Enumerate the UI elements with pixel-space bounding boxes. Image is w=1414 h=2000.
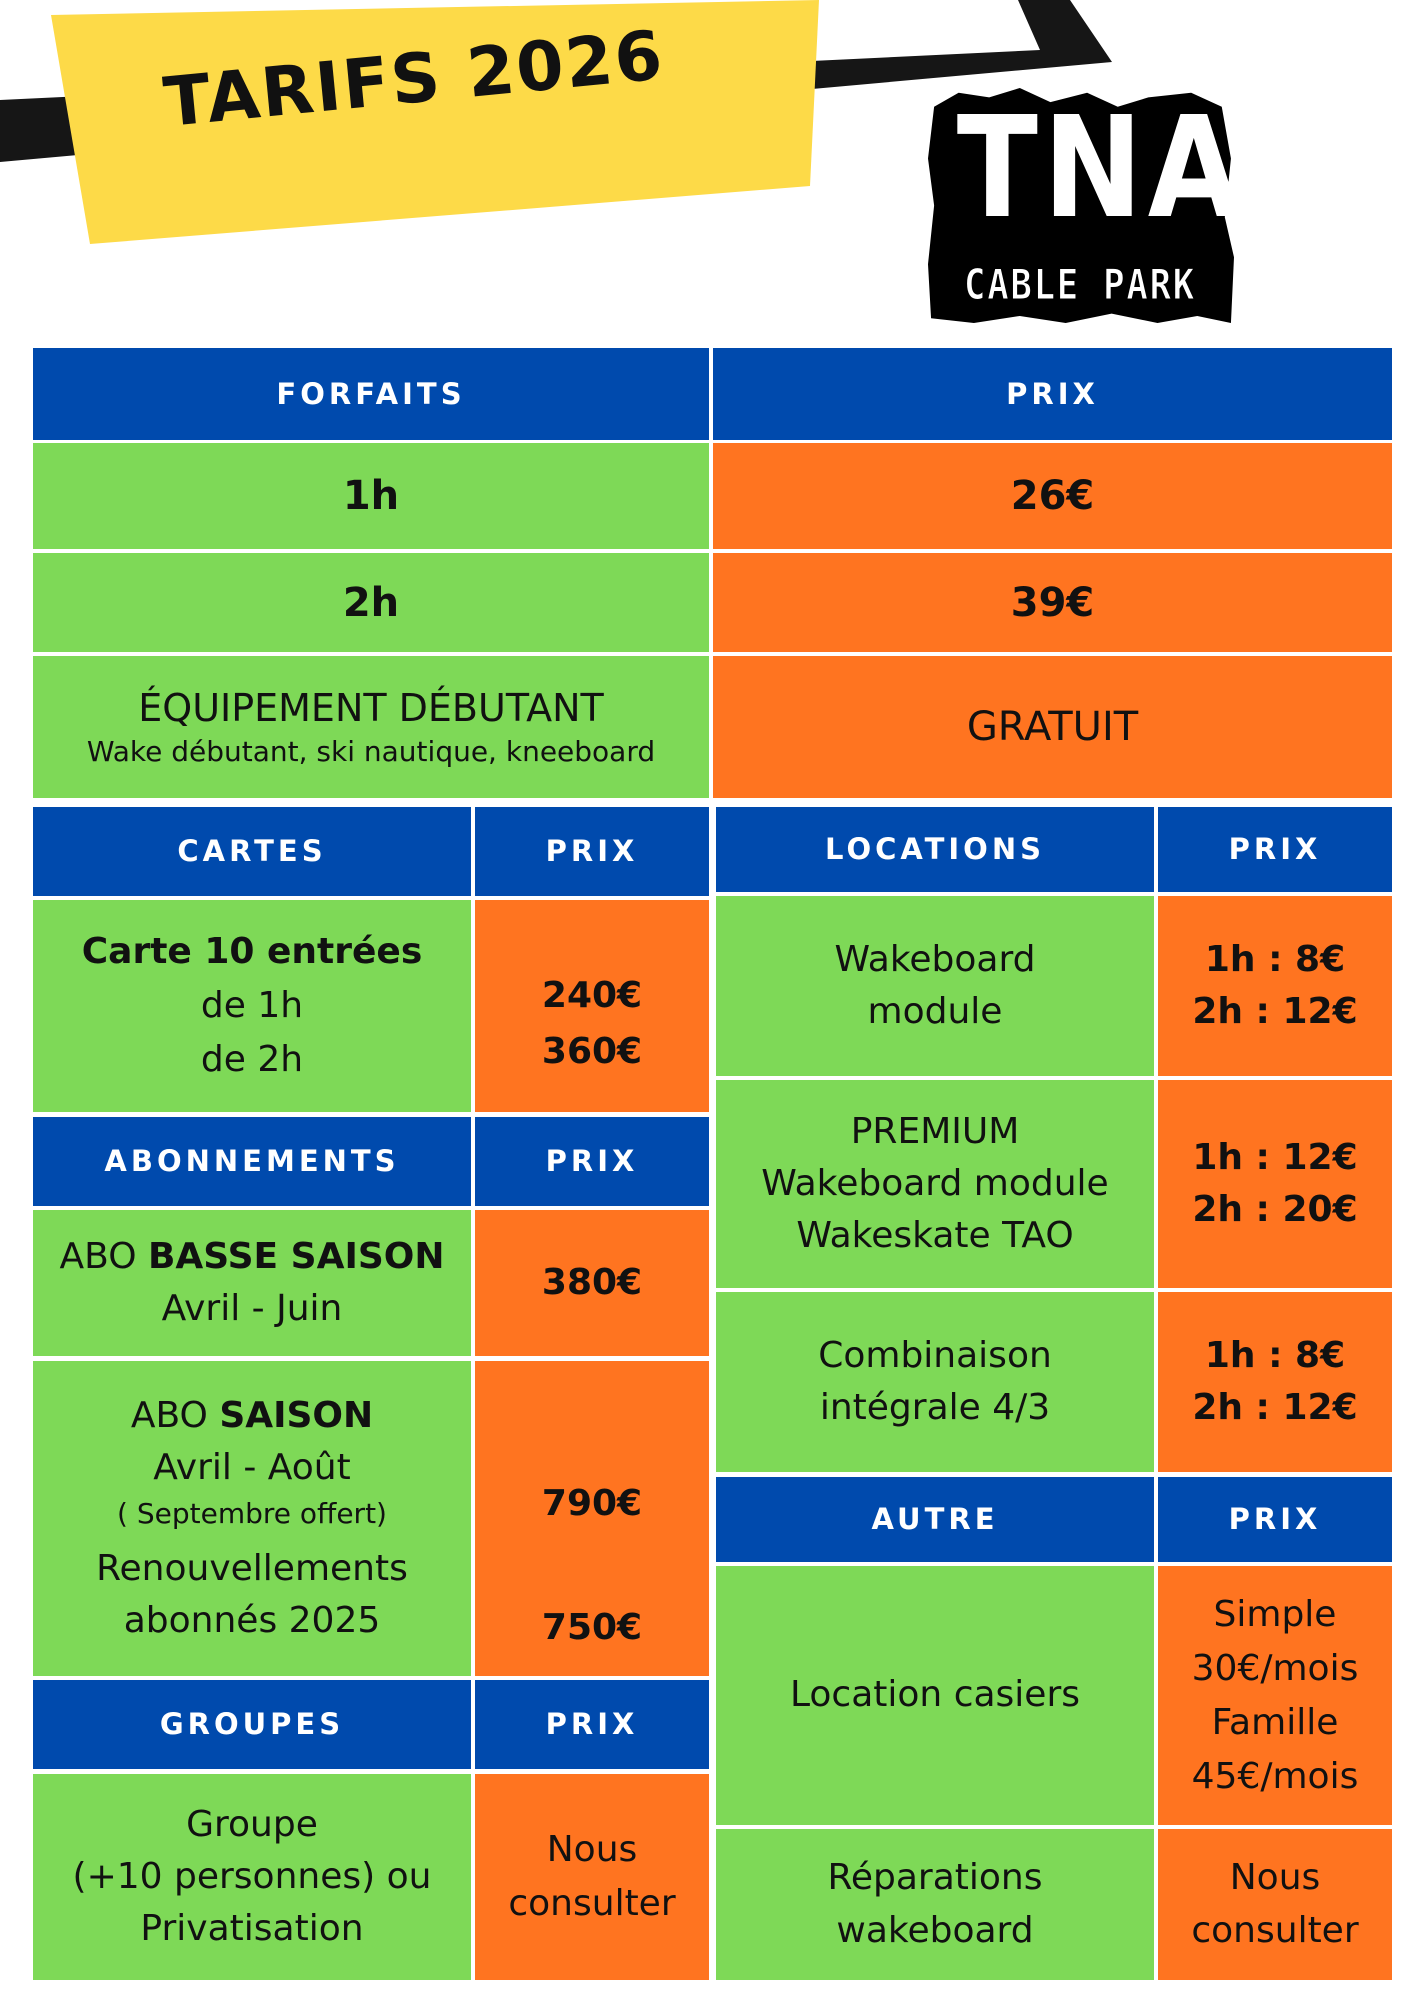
abo-basse-dates: Avril - Juin	[161, 1288, 343, 1329]
equipement-title: ÉQUIPEMENT DÉBUTANT	[138, 686, 604, 731]
abo-saison: ABO SAISON Avril - Août ( Septembre offe…	[33, 1361, 471, 1676]
equipement-sub: Wake débutant, ski nautique, kneeboard	[86, 734, 656, 768]
price-line: 2h : 12€	[1192, 1387, 1358, 1428]
abo-basse-price: 380€	[475, 1210, 709, 1356]
equipement-price: GRATUIT	[713, 656, 1392, 798]
reparations-price: Nous consulter	[1158, 1829, 1392, 1980]
price-line: Simple	[1213, 1593, 1337, 1635]
location-line: Wakeskate TAO	[796, 1215, 1074, 1257]
price-line: Nous	[546, 1829, 638, 1870]
locations-price-header: PRIX	[1158, 807, 1392, 892]
price-line: 2h : 12€	[1192, 991, 1358, 1032]
price-line: 2h : 20€	[1192, 1189, 1358, 1230]
abo-saison-title: ABO SAISON	[131, 1390, 373, 1442]
locations-header: LOCATIONS	[716, 807, 1154, 892]
location-premium: PREMIUM Wakeboard module Wakeskate TAO	[716, 1080, 1154, 1288]
location-combinaison-price: 1h : 8€ 2h : 12€	[1158, 1292, 1392, 1472]
price-line: Famille	[1211, 1701, 1339, 1743]
price-line: consulter	[508, 1883, 676, 1924]
groupes-price-header: PRIX	[475, 1680, 709, 1769]
location-combinaison: Combinaison intégrale 4/3	[716, 1292, 1154, 1472]
forfait-1h-price: 26€	[713, 443, 1392, 549]
forfait-equipement: ÉQUIPEMENT DÉBUTANT Wake débutant, ski n…	[33, 656, 709, 798]
abo-basse-bold: BASSE SAISON	[147, 1235, 445, 1277]
price-line: consulter	[1191, 1909, 1359, 1951]
cartes-header: CARTES	[33, 807, 471, 896]
abo-prefix: ABO	[59, 1235, 148, 1277]
groupes-description: Groupe (+10 personnes) ou Privatisation	[33, 1774, 471, 1980]
location-premium-price: 1h : 12€ 2h : 20€	[1158, 1080, 1392, 1288]
logo-cable-park: CABLE PARK	[964, 260, 1196, 310]
carte-prices: 240€ 360€	[475, 900, 709, 1112]
location-wakeboard-price: 1h : 8€ 2h : 12€	[1158, 896, 1392, 1076]
price-line: 1h : 12€	[1192, 1136, 1358, 1178]
carte-line-2h: de 2h	[200, 1039, 304, 1080]
abo-prefix: ABO	[130, 1394, 220, 1436]
carte-title: Carte 10 entrées	[81, 931, 423, 972]
forfait-1h: 1h	[33, 443, 709, 549]
forfait-2h: 2h	[33, 553, 709, 652]
location-line: PREMIUM	[850, 1110, 1020, 1152]
abo-saison-note: ( Septembre offert)	[117, 1497, 387, 1531]
reparations-line: Réparations	[827, 1857, 1043, 1899]
autre-price-header: PRIX	[1158, 1477, 1392, 1562]
abo-saison-bold: SAISON	[219, 1394, 374, 1436]
location-line: Wakeboard	[834, 938, 1036, 980]
location-casiers-price: Simple 30€/mois Famille 45€/mois	[1158, 1566, 1392, 1825]
abo-basse-saison: ABO BASSE SAISON Avril - Juin	[33, 1210, 471, 1356]
groupes-header: GROUPES	[33, 1680, 471, 1769]
groupes-price: Nous consulter	[475, 1774, 709, 1980]
forfaits-header: FORFAITS	[33, 348, 709, 440]
location-casiers: Location casiers	[716, 1566, 1154, 1825]
price-line: 45€/mois	[1191, 1755, 1359, 1797]
carte-line-1h: de 1h	[200, 985, 304, 1026]
price-line: Nous	[1229, 1857, 1321, 1899]
abonnements-price-header: PRIX	[475, 1117, 709, 1206]
groupes-line: (+10 personnes) ou	[72, 1855, 432, 1897]
renouvellements-line1: Renouvellements	[96, 1547, 408, 1589]
abonnements-header: ABONNEMENTS	[33, 1117, 471, 1206]
renouvellements-line2: abonnés 2025	[123, 1599, 381, 1641]
price-line: 1h : 8€	[1204, 1334, 1346, 1376]
autre-header: AUTRE	[716, 1477, 1154, 1562]
abo-saison-prices: 790€ 750€	[475, 1361, 709, 1676]
reparations-line: wakeboard	[836, 1909, 1034, 1951]
logo-tna: TNA	[956, 87, 1245, 250]
location-wakeboard: Wakeboard module	[716, 896, 1154, 1076]
carte-10-entrees: Carte 10 entrées de 1h de 2h	[33, 900, 471, 1112]
location-line: Wakeboard module	[761, 1162, 1109, 1204]
groupes-line: Privatisation	[140, 1908, 364, 1950]
logo-background	[928, 88, 1234, 323]
location-line: Combinaison	[818, 1334, 1052, 1376]
abo-saison-dates: Avril - Août	[153, 1447, 351, 1489]
carte-price-1h: 240€	[541, 975, 643, 1017]
price-line: 30€/mois	[1191, 1647, 1359, 1689]
cartes-price-header: PRIX	[475, 807, 709, 896]
reparations-wakeboard: Réparations wakeboard	[716, 1829, 1154, 1980]
forfaits-price-header: PRIX	[713, 348, 1392, 440]
title-banner	[51, 0, 819, 244]
groupes-line: Groupe	[186, 1803, 318, 1845]
location-line: intégrale 4/3	[819, 1387, 1051, 1428]
renouvellement-price: 750€	[541, 1607, 643, 1648]
abo-saison-price: 790€	[541, 1483, 643, 1524]
forfait-2h-price: 39€	[713, 553, 1392, 652]
price-line: 1h : 8€	[1204, 938, 1346, 980]
carte-price-2h: 360€	[541, 1031, 643, 1072]
location-line: module	[867, 991, 1003, 1032]
abo-basse-title: ABO BASSE SAISON	[60, 1231, 445, 1283]
